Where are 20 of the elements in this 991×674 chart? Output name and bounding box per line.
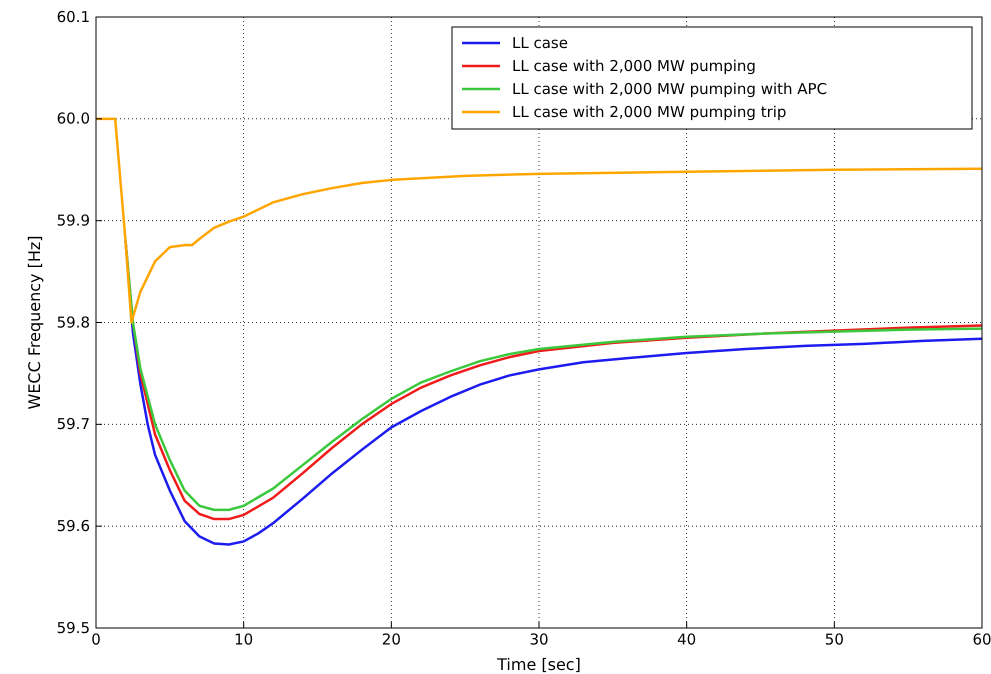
y-tick-label: 59.5	[56, 618, 90, 637]
y-tick-label: 59.7	[56, 415, 90, 434]
x-tick-label: 20	[382, 630, 401, 649]
legend-label: LL case	[512, 34, 568, 52]
x-tick-label: 50	[824, 630, 844, 649]
x-tick-label: 60	[972, 630, 991, 649]
x-tick-label: 30	[529, 630, 549, 649]
legend-label: LL case with 2,000 MW pumping	[512, 57, 756, 75]
y-tick-label: 60.1	[56, 8, 90, 26]
y-tick-label: 59.6	[56, 516, 90, 535]
x-tick-label: 40	[677, 630, 696, 649]
y-tick-label: 60.0	[56, 110, 90, 128]
legend-label: LL case with 2,000 MW pumping with APC	[512, 80, 828, 98]
y-tick-label: 59.9	[56, 211, 90, 230]
x-tick-label: 10	[234, 630, 254, 649]
x-axis-title: Time [sec]	[496, 655, 581, 674]
y-tick-label: 59.8	[56, 313, 90, 332]
y-axis-title: WECC Frequency [Hz]	[25, 235, 44, 410]
legend-label: LL case with 2,000 MW pumping trip	[512, 103, 786, 121]
x-tick-label: 0	[91, 630, 101, 649]
